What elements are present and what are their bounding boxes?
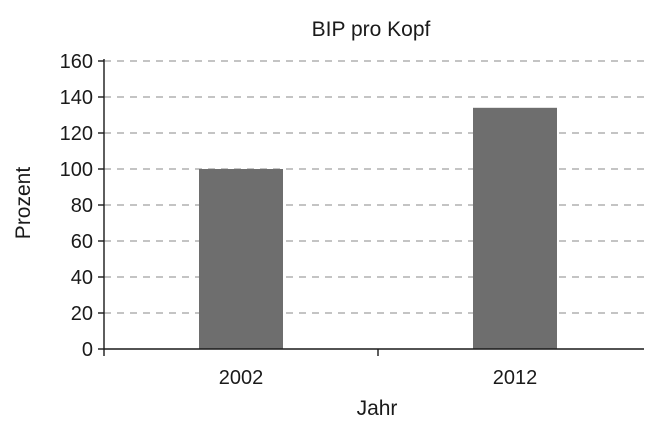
y-tick-label: 80 [71,195,93,217]
y-tick-label: 60 [71,231,93,253]
axes-group [98,59,644,356]
y-tick-label: 0 [82,339,93,361]
y-tick-label: 40 [71,267,93,289]
y-tick-label: 100 [60,159,93,181]
y-axis-label: Prozent [12,167,35,240]
x-tick-labels: 2002 2012 [219,367,538,389]
chart-title: BIP pro Kopf [312,18,431,41]
y-tick-label: 160 [60,51,93,73]
bar-2002 [199,169,283,349]
x-tick-label: 2002 [219,367,264,389]
y-tick-label: 120 [60,123,93,145]
y-tick-labels: 0 20 40 60 80 100 120 140 160 [60,51,93,361]
x-tick-label: 2012 [493,367,538,389]
y-tick-label: 20 [71,303,93,325]
bar-2012 [473,107,557,349]
y-tick-label: 140 [60,87,93,109]
x-axis-label: Jahr [357,397,398,420]
grid-lines [104,60,644,314]
bars-group [199,107,557,349]
